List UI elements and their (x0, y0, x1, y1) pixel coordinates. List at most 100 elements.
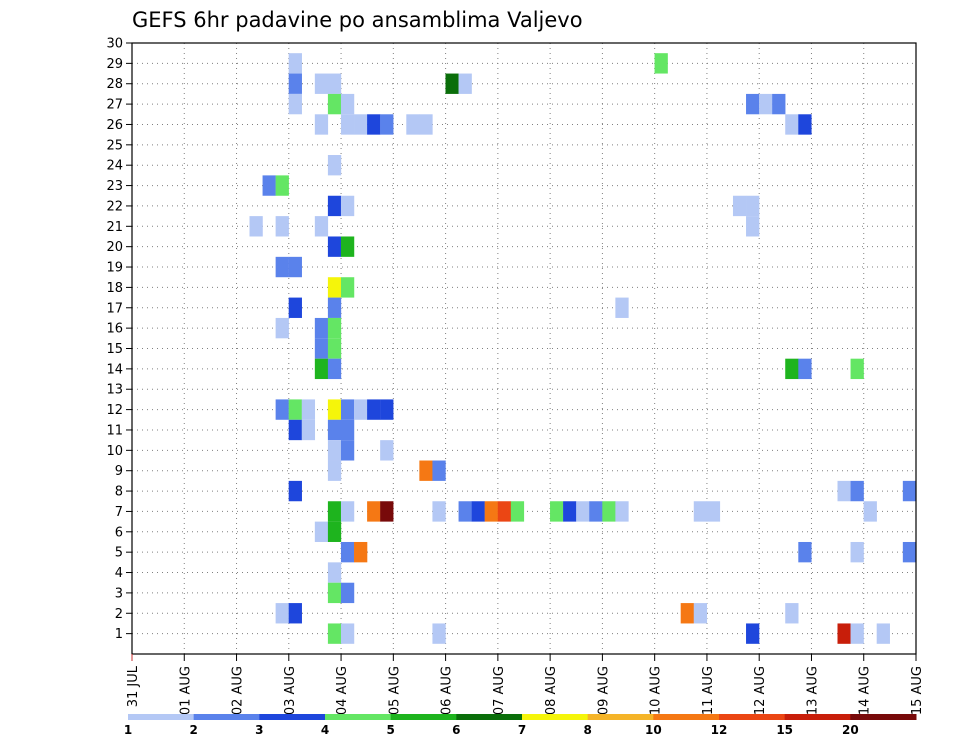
heatmap-cell (850, 480, 864, 502)
y-tick-label: 4 (115, 566, 123, 581)
heatmap-cell (876, 623, 890, 644)
heatmap-cell (314, 216, 329, 237)
y-tick-label: 7 (115, 505, 123, 520)
heatmap-cell (746, 216, 760, 237)
heatmap-cell (327, 562, 342, 583)
heatmap-cell (288, 419, 302, 441)
y-tick-label: 6 (115, 525, 123, 540)
legend-swatch (390, 714, 457, 720)
heatmap-cell (837, 480, 851, 502)
heatmap-cell (680, 603, 694, 624)
legend-swatch (587, 714, 654, 720)
heatmap-cell (327, 521, 342, 542)
x-tick-label: 08 AUG (544, 666, 559, 715)
heatmap-cell (340, 623, 355, 644)
heatmap-cell (275, 175, 289, 196)
heatmap-cell (314, 521, 329, 542)
legend-label: 3 (255, 723, 263, 737)
heatmap-cell (288, 297, 302, 318)
x-tick-label: 04 AUG (335, 666, 350, 715)
heatmap-cell (380, 114, 394, 135)
y-tick-label: 29 (106, 57, 123, 72)
y-tick-label: 1 (115, 627, 123, 642)
heatmap-cell (340, 93, 355, 115)
x-tick-label: 03 AUG (283, 666, 298, 715)
y-tick-label: 8 (115, 485, 123, 500)
x-axis: 31 JUL 01 AUG 02 AUG 03 AUG 04 AUG 05 AUG 06 A… (126, 654, 925, 715)
y-tick-label: 2 (115, 607, 123, 622)
heatmap-cell (327, 73, 342, 94)
heatmap-cell (327, 460, 342, 481)
heatmap-cell (785, 603, 799, 624)
heatmap-cell (288, 256, 302, 278)
heatmap-cell (275, 216, 289, 237)
heatmap-cell (314, 73, 329, 94)
heatmap-cell (327, 236, 342, 257)
heatmap-cell (314, 114, 329, 135)
heatmap-cell (615, 501, 629, 522)
heatmap-cell (288, 399, 302, 420)
x-tick-label: 09 AUG (596, 666, 611, 715)
legend-swatch (456, 714, 523, 720)
heatmap-cell (301, 419, 316, 441)
heatmap-cell (746, 623, 760, 644)
heatmap-cell (367, 399, 381, 420)
grid (132, 43, 916, 654)
legend-swatch (850, 714, 917, 720)
heatmap-cell (693, 501, 708, 522)
heatmap-cell (327, 582, 342, 604)
heatmap-cell (419, 460, 433, 481)
y-tick-label: 24 (106, 159, 123, 174)
heatmap-cell (432, 501, 446, 522)
heatmap-cell (850, 623, 864, 644)
y-tick-label: 11 (106, 423, 123, 438)
heatmap-cell (850, 541, 864, 563)
heatmap-cell (327, 277, 342, 298)
y-tick-label: 12 (106, 403, 123, 418)
y-tick-label: 30 (106, 37, 123, 52)
heatmap-cell (340, 419, 355, 441)
heatmap-cell (550, 501, 564, 522)
legend-swatch (193, 714, 260, 720)
y-tick-label: 15 (106, 342, 123, 357)
y-tick-label: 19 (106, 261, 123, 276)
heatmap-cell (340, 195, 355, 217)
legend-label: 20 (842, 723, 859, 737)
legend-swatch (719, 714, 786, 720)
legend-swatch (128, 714, 195, 720)
heatmap-cell (327, 93, 342, 115)
heatmap-cell (850, 358, 864, 380)
legend-swatch (522, 714, 589, 720)
y-tick-label: 22 (106, 199, 123, 214)
legend-swatch (325, 714, 392, 720)
heatmap-cell (380, 440, 394, 461)
x-tick-label: 11 AUG (701, 666, 716, 715)
heatmap-cell (863, 501, 877, 522)
y-tick-label: 13 (106, 383, 123, 398)
heatmap-cell (354, 114, 368, 135)
x-tick-label: 10 AUG (649, 666, 664, 715)
heatmap-cell (798, 541, 812, 563)
heatmap-cell (340, 582, 355, 604)
heatmap-cell (576, 501, 590, 522)
legend: 1 2 3 4 5 6 7 8 10 12 15 20 (124, 714, 917, 737)
x-tick-label: 06 AUG (440, 666, 455, 715)
heatmap-cell (340, 541, 355, 563)
heatmap-cell (314, 358, 329, 380)
heatmap-cell (340, 399, 355, 420)
heatmap-cell (432, 623, 446, 644)
x-tick-label: 12 AUG (753, 666, 768, 715)
heatmap-cell (327, 623, 342, 644)
legend-label: 4 (321, 723, 329, 737)
heatmap-cell (327, 195, 342, 217)
heatmap-cell (288, 73, 302, 94)
y-tick-label: 5 (115, 546, 123, 561)
heatmap-cell (497, 501, 512, 522)
y-tick-label: 16 (106, 322, 123, 337)
heatmap-cell (327, 399, 342, 420)
heatmap-cell (327, 338, 342, 359)
heatmap-cell (354, 399, 368, 420)
heatmap-cell (785, 358, 799, 380)
x-tick-label: 02 AUG (231, 666, 246, 715)
